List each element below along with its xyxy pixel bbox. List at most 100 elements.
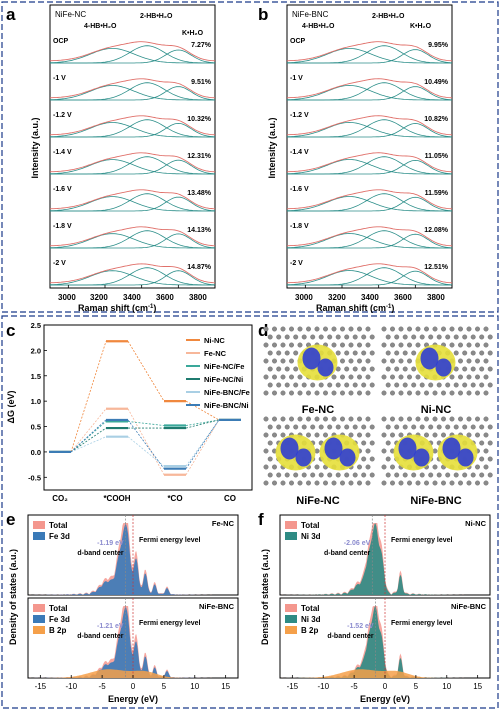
panel-d-atom-1-75: [470, 366, 476, 372]
a-row-1-component-2: [50, 86, 216, 101]
panel-d-atom-3-38: [483, 432, 489, 438]
panel-d-atom-2-38: [365, 432, 371, 438]
panel-d-atom-0-63: [357, 358, 362, 364]
panel-d-atom-0-50: [361, 350, 367, 356]
panel-d-atom-0-12: [365, 326, 371, 332]
e-sub-0-legend-label-1: Fe 3d: [49, 532, 70, 541]
panel-d-atom-1-79: [390, 374, 395, 380]
panel-d-atom-3-32: [432, 432, 438, 438]
panel-b-xtick-4: 3800: [427, 293, 445, 302]
panel-d-atom-2-31: [306, 432, 311, 438]
panel-d-atom-1-97: [436, 382, 442, 388]
panel-d-atom-2-19: [318, 424, 324, 430]
a-row-5-envelope: [49, 226, 216, 247]
panel-d-atom-1-94: [411, 382, 417, 388]
panel-d-atom-1-2: [398, 326, 404, 332]
panel-d-atom-1-27: [390, 342, 395, 348]
panel-d-atom-3-64: [483, 448, 489, 454]
panel-d-charge-density: Fe-NC Ni-NC NiFe-NC NiFe-BNC: [263, 326, 493, 507]
panel-letter-f: f: [258, 510, 264, 529]
panel-d-atom-0-89: [357, 374, 362, 380]
panel-c-ytick-6: 2.5: [31, 321, 41, 330]
panel-d-atom-1-41: [402, 350, 408, 356]
panel-d-atom-3-93: [402, 472, 408, 478]
a-row-3-envelope: [49, 152, 216, 173]
panel-d-atom-0-82: [297, 374, 303, 380]
panel-d-atom-3-106: [398, 480, 404, 486]
panel-d-atom-3-92: [394, 472, 400, 478]
panel-d-atom-2-27: [272, 432, 277, 438]
a-row-6-potential: -2 V: [53, 260, 66, 267]
panel-c-connector-1-2: [185, 419, 220, 475]
f-sub-0-legend-label-0: Total: [301, 521, 320, 530]
panel-d-atom-1-15: [402, 334, 408, 340]
panel-d-atom-3-33: [441, 432, 446, 438]
panel-d-atom-0-10: [348, 326, 354, 332]
panel-c-connector-2-0: [70, 421, 107, 453]
panel-d-atom-3-113: [458, 480, 463, 486]
panel-b-peak-label-1: 4-HB•H₂O: [302, 23, 335, 30]
panel-d-atom-1-11: [475, 326, 480, 332]
panel-d-atom-3-15: [402, 424, 408, 430]
panel-d-atom-0-22: [344, 334, 350, 340]
panel-d-depletion-a-1-0: [420, 347, 439, 370]
f-sub-0-dband-label: d-band center: [324, 550, 371, 557]
panel-d-atom-1-9: [458, 326, 463, 332]
panel-d-atom-1-8: [449, 326, 455, 332]
panel-d-atom-0-8: [331, 326, 337, 332]
panel-c-connector-4-0: [70, 436, 107, 453]
panel-d-atom-3-11: [475, 416, 480, 422]
panel-d-atom-2-76: [361, 456, 367, 462]
panel-d-atom-2-5: [306, 416, 311, 422]
panel-d-atom-2-102: [361, 472, 367, 478]
panel-d-atom-2-6: [314, 416, 320, 422]
panel-d-atom-1-96: [428, 382, 434, 388]
panel-d-atom-0-49: [352, 350, 358, 356]
panel-d-atom-0-81: [289, 374, 294, 380]
b-row-2-component-2: [287, 123, 453, 138]
panel-c-legend-label-3: NiFe-NC/Ni: [204, 375, 243, 384]
a-row-6-percent: 14.87%: [187, 264, 212, 271]
panel-d-atom-1-109: [424, 390, 429, 396]
panel-d-atom-0-27: [272, 342, 277, 348]
panel-d-atom-3-21: [453, 424, 459, 430]
panel-d-atom-2-94: [293, 472, 299, 478]
panel-c-connector-3-2: [185, 419, 220, 429]
panel-d-depletion-a-3-1: [442, 437, 461, 460]
a-row-5-percent: 14.13%: [187, 227, 212, 234]
panel-d-atom-1-29: [407, 342, 412, 348]
panel-d-atom-0-7: [323, 326, 328, 332]
panel-d-atom-0-115: [357, 390, 362, 396]
panel-d-atom-2-109: [306, 480, 311, 486]
panel-a-xtick-1: 3200: [90, 293, 108, 302]
panel-d-atom-0-98: [327, 382, 333, 388]
a-row-2-component-2: [50, 122, 216, 138]
panel-d-depletion-b-3-0: [413, 448, 430, 467]
panel-d-atom-0-61: [340, 358, 345, 364]
panel-d-atom-1-47: [453, 350, 459, 356]
panel-d-atom-1-92: [394, 382, 400, 388]
b-row-2-percent: 10.82%: [424, 116, 449, 123]
panel-b-ylabel: Intensity (a.u.): [267, 117, 277, 178]
panel-d-atom-1-88: [466, 374, 472, 380]
panel-d-atom-1-51: [487, 350, 493, 356]
panel-d-atom-1-42: [411, 350, 417, 356]
a-row-3-component-2: [50, 159, 216, 175]
e-sub-0-dband-value: -1.19 eV: [97, 540, 124, 547]
panel-d-atom-3-17: [419, 424, 425, 430]
panel-d-atom-0-2: [280, 326, 286, 332]
panel-d-atom-1-105: [390, 390, 395, 396]
panel-d-atom-3-98: [445, 472, 451, 478]
panel-d-atom-1-100: [462, 382, 468, 388]
panel-d-atom-1-63: [475, 358, 480, 364]
panel-letter-c: c: [6, 321, 15, 340]
panel-d-atom-1-103: [487, 382, 493, 388]
f-sub-1-legend-swatch-0: [285, 604, 297, 612]
b-row-0-envelope: [286, 41, 453, 62]
panel-d-atom-0-99: [335, 382, 341, 388]
a-row-5-component-2: [50, 233, 216, 249]
panel-d-atom-0-92: [276, 382, 282, 388]
panel-d-atom-3-28: [398, 432, 404, 438]
panel-b-raman: NiFe-BNC 4-HB•H₂O 2-HB•H₂O K•H₂O Intensi…: [267, 4, 453, 313]
panel-d-atom-1-95: [419, 382, 425, 388]
